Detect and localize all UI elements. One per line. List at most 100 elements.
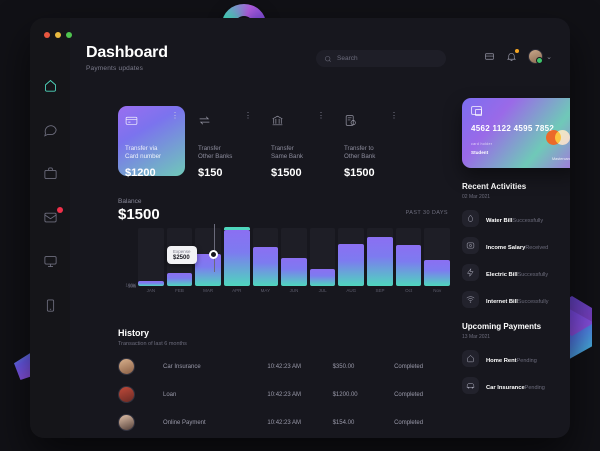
table-row[interactable]: Car Insurance 10:42:23 AM $350.00 Completed — [118, 358, 450, 375]
avatar — [528, 49, 544, 64]
sidebar-item-devices[interactable] — [40, 298, 60, 318]
card-brand-label: Mastercard — [552, 157, 570, 161]
card-menu-button[interactable]: ⋮ — [390, 111, 398, 120]
activity-item[interactable]: Water BillSuccessfully$120 — [462, 209, 570, 227]
chart-x-axis: JAN FEB MAR APR MAY JUN JUL AUG SEP Oct Nov — [138, 288, 450, 293]
sidebar-item-reports[interactable] — [40, 254, 60, 274]
minimize-button[interactable] — [55, 32, 61, 38]
sidebar-item-messages[interactable] — [40, 122, 60, 142]
chart-bar[interactable] — [281, 228, 307, 286]
activity-item[interactable]: Income SalaryReceived$4500 — [462, 236, 570, 254]
search-icon — [324, 50, 332, 68]
window-controls[interactable] — [44, 32, 72, 38]
chart-bar[interactable] — [223, 227, 250, 286]
table-row[interactable]: Loan 10:42:23 AM $1200.00 Completed — [118, 386, 450, 403]
transfer-arrows-icon — [198, 114, 211, 131]
transaction-amount: $1200.00 — [332, 391, 358, 398]
history-section: History Transaction of last 6 months Car… — [118, 328, 450, 431]
search-placeholder: Search — [337, 55, 358, 62]
bank-icon — [271, 114, 284, 131]
maximize-button[interactable] — [66, 32, 72, 38]
bolt-icon — [462, 263, 479, 281]
transfer-card-label: Transfer Other Banks — [198, 145, 233, 160]
chat-icon — [43, 122, 58, 142]
chart-bar[interactable] — [309, 228, 336, 286]
sidebar-item-inbox[interactable] — [40, 207, 63, 230]
card-icon[interactable] — [484, 51, 495, 62]
sidebar-item-wallet[interactable] — [40, 166, 60, 186]
credit-card-icon — [125, 114, 138, 131]
balance-chart: Balance $1500 PAST 30 DAYS 100K 50K 10K 0 J… — [118, 198, 451, 304]
chart-bar[interactable] — [424, 228, 451, 286]
chart-y-tick: 10K — [127, 283, 136, 289]
chart-bar[interactable] — [367, 228, 393, 286]
transaction-status: Completed — [394, 363, 424, 370]
transfer-card[interactable]: ⋮ Transfer Same Bank $1500 — [264, 106, 331, 180]
credit-card[interactable]: 4562 1122 4595 7852 card holder Student … — [462, 98, 570, 168]
chart-marker-line — [214, 224, 215, 272]
chart-x-tick: MAY — [260, 288, 271, 293]
table-row[interactable]: Online Payment 10:42:23 AM $154.00 Complete… — [118, 414, 450, 431]
transfer-card[interactable]: ⋮ Transfer to Other Bank $1500 — [337, 106, 404, 180]
salary-icon — [462, 236, 479, 254]
card-menu-button[interactable]: ⋮ — [317, 111, 325, 120]
bell-icon[interactable] — [506, 49, 520, 62]
upcoming-payments-date: 13 Mar 2021 — [462, 334, 491, 340]
inbox-badge — [57, 207, 63, 213]
sidebar-item-home[interactable] — [40, 78, 60, 98]
activity-name: Water Bill — [486, 218, 513, 224]
transfer-card-amount: $1500 — [344, 167, 375, 179]
activity-status: Successfully — [512, 218, 544, 224]
chart-y-tick: 50K — [127, 283, 136, 289]
card-menu-button[interactable]: ⋮ — [171, 111, 179, 120]
right-panel: 4562 1122 4595 7852 card holder Student … — [462, 98, 570, 394]
payment-item[interactable]: Car InsurancePending$150 — [462, 376, 570, 394]
chart-bar-fill — [424, 260, 451, 286]
chart-bar[interactable] — [138, 228, 164, 286]
payment-item[interactable]: Home RentPending$1500 — [462, 349, 570, 367]
chart-bar[interactable] — [395, 228, 422, 286]
chart-bar-fill — [395, 245, 422, 286]
chart-x-tick: MAR — [203, 288, 214, 293]
payment-status: Pending — [524, 385, 545, 391]
car-icon — [462, 376, 479, 394]
recent-activities-date: 02 Mar 2021 — [462, 194, 491, 200]
mastercard-logo-icon — [546, 130, 570, 145]
transaction-name: Online Payment — [163, 419, 206, 426]
search-input[interactable]: Search — [316, 50, 446, 67]
chart-bar[interactable] — [338, 228, 365, 286]
close-button[interactable] — [44, 32, 50, 38]
chart-bar[interactable] — [252, 228, 279, 286]
chart-bar-fill — [252, 246, 279, 286]
tooltip-key: Expense — [173, 249, 191, 254]
sidebar — [30, 18, 70, 438]
briefcase-icon — [43, 166, 58, 186]
user-menu[interactable]: ⌄ — [528, 49, 552, 64]
activity-item[interactable]: Electric BillSuccessfully$150 — [462, 263, 570, 281]
home-icon — [43, 78, 58, 98]
chart-range-label: PAST 30 DAYS — [405, 210, 448, 216]
activity-status: Received — [525, 245, 549, 251]
avatar — [118, 358, 135, 375]
chart-y-axis: 100K 50K 10K 0 — [118, 228, 138, 289]
chart-x-tick: JAN — [146, 288, 156, 293]
transfer-card[interactable]: ⋮ Transfer Other Banks $150 — [191, 106, 258, 180]
chevron-down-icon: ⌄ — [546, 53, 552, 61]
notification-badge — [515, 49, 520, 53]
activity-item[interactable]: Internet BillSuccessfully$60 — [462, 290, 570, 308]
chart-marker-dot[interactable] — [209, 250, 218, 259]
chart-bar-fill — [309, 268, 336, 286]
chart-bar-fill — [223, 230, 250, 286]
transfer-card[interactable]: ⋮ Transfer via Card number $1200 — [118, 106, 185, 179]
balance-amount: $1500 — [118, 206, 160, 223]
transaction-status: Completed — [394, 391, 424, 398]
page-title: Dashboard — [86, 44, 168, 61]
transaction-amount: $350.00 — [332, 363, 355, 370]
history-title: History — [118, 328, 150, 338]
transfer-card-amount: $1200 — [125, 167, 156, 179]
transfer-doc-icon — [344, 114, 357, 131]
chart-bar-fill — [195, 254, 221, 286]
card-menu-button[interactable]: ⋮ — [244, 111, 252, 120]
chart-plot: 100K 50K 10K 0 JAN FEB MAR APR MAY JUN JUL AUG SEP O… — [118, 224, 451, 298]
